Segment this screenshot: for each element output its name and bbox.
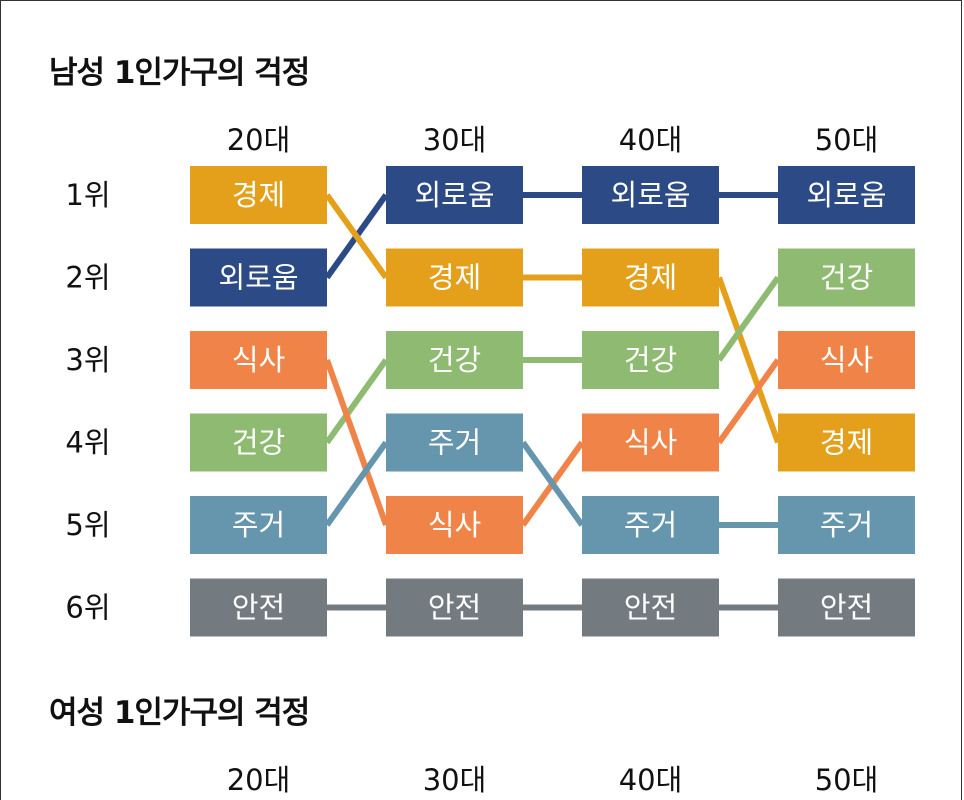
rank-box-label: 경제 bbox=[624, 261, 677, 295]
rank-box bbox=[778, 496, 915, 554]
female-labels: 20대 30대 40대 50대 bbox=[227, 763, 879, 797]
female-column-header: 30대 bbox=[423, 763, 487, 797]
connector-line bbox=[324, 193, 389, 280]
rank-box bbox=[778, 166, 915, 224]
rank-box-label: 경제 bbox=[428, 261, 481, 295]
male-section-title: 남성 1인가구의 걱정 bbox=[49, 55, 310, 91]
male-column-header: 40대 bbox=[619, 123, 683, 157]
rank-box bbox=[582, 166, 719, 224]
rank-box-label: 외로움 bbox=[610, 178, 690, 212]
rank-box bbox=[386, 166, 523, 224]
rank-box-label: 건강 bbox=[624, 343, 677, 377]
male-column-header: 50대 bbox=[815, 123, 879, 157]
female-section-title: 여성 1인가구의 걱정 bbox=[49, 695, 310, 731]
male-column-header: 30대 bbox=[423, 123, 487, 157]
rank-box-label: 주거 bbox=[624, 508, 677, 542]
male-column-header: 20대 bbox=[227, 123, 291, 157]
male-labels: 20대 30대 40대 50대 1위 2위 3위 4위 5위 6위 bbox=[65, 123, 878, 625]
connector-line bbox=[324, 358, 389, 445]
male-rank-label: 6위 bbox=[65, 591, 110, 625]
rank-box bbox=[190, 578, 327, 637]
rank-box bbox=[190, 166, 327, 224]
rank-box bbox=[190, 496, 327, 554]
rank-box bbox=[582, 578, 719, 637]
female-column-header: 50대 bbox=[815, 763, 879, 797]
rank-box-label: 경제 bbox=[820, 426, 873, 460]
rank-box bbox=[190, 413, 327, 472]
connector-line bbox=[716, 275, 781, 362]
rank-box bbox=[386, 578, 523, 637]
rank-box-label: 주거 bbox=[232, 508, 285, 542]
rank-box-label: 식사 bbox=[428, 508, 481, 542]
male-rank-label: 1위 bbox=[65, 178, 110, 212]
rank-box-label: 경제 bbox=[232, 178, 285, 212]
female-column-header: 40대 bbox=[619, 763, 683, 797]
rank-box-label: 외로움 bbox=[806, 178, 886, 212]
rank-box-label: 안전 bbox=[820, 591, 873, 625]
rank-box-label: 외로움 bbox=[218, 261, 298, 295]
rank-box-label: 식사 bbox=[820, 343, 873, 377]
rank-box bbox=[778, 413, 915, 472]
connector-line bbox=[716, 358, 781, 445]
connector-line bbox=[520, 440, 585, 527]
rank-box bbox=[582, 248, 719, 307]
rank-box-label: 식사 bbox=[624, 426, 677, 460]
rank-box-label: 주거 bbox=[428, 426, 481, 460]
rank-box-label: 건강 bbox=[820, 261, 873, 295]
connector-line bbox=[324, 440, 389, 527]
connector-line bbox=[716, 276, 781, 444]
rank-box bbox=[386, 496, 523, 554]
rank-box-label: 안전 bbox=[428, 591, 481, 625]
rank-box bbox=[190, 248, 327, 307]
rank-box bbox=[386, 248, 523, 307]
rank-box bbox=[778, 248, 915, 307]
rank-box bbox=[582, 331, 719, 389]
rank-box-label: 건강 bbox=[232, 426, 285, 460]
rank-box bbox=[778, 331, 915, 389]
male-connectors bbox=[324, 192, 781, 611]
rank-box bbox=[386, 331, 523, 389]
rank-box bbox=[778, 578, 915, 637]
male-rank-label: 3위 bbox=[65, 343, 110, 377]
female-column-header: 20대 bbox=[227, 763, 291, 797]
rank-box-label: 외로움 bbox=[414, 178, 494, 212]
male-rank-label: 2위 bbox=[65, 261, 110, 295]
rank-box bbox=[386, 413, 523, 472]
rank-box-label: 안전 bbox=[232, 591, 285, 625]
male-rank-label: 4위 bbox=[65, 426, 110, 460]
male-rank-label: 5위 bbox=[65, 508, 110, 542]
rank-box-label: 주거 bbox=[820, 508, 873, 542]
rank-box-label: 건강 bbox=[428, 343, 481, 377]
rank-box bbox=[582, 413, 719, 472]
rank-box bbox=[582, 496, 719, 554]
rank-box-label: 안전 bbox=[624, 591, 677, 625]
connector-line bbox=[324, 358, 389, 527]
rank-box bbox=[190, 331, 327, 389]
rank-box-label: 식사 bbox=[232, 343, 285, 377]
